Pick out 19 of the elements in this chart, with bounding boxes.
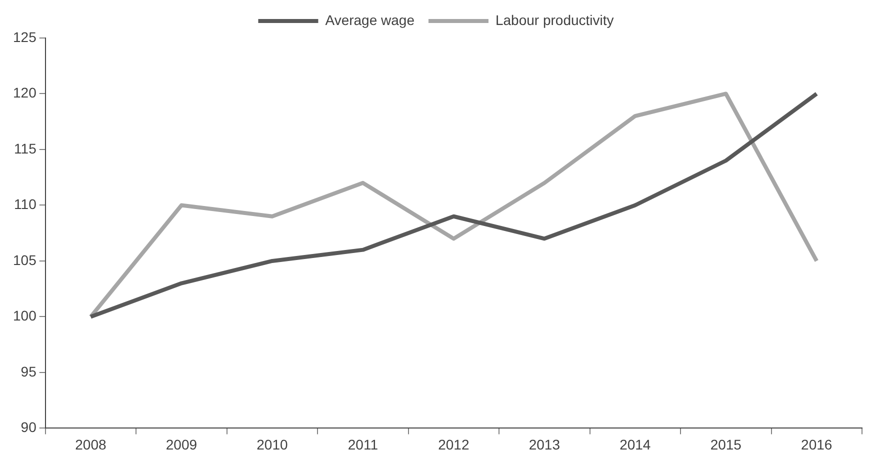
y-tick-label: 90: [20, 419, 37, 436]
y-tick-label: 105: [13, 252, 37, 268]
x-tick-label: 2014: [620, 436, 651, 452]
x-tick-label: 2010: [256, 436, 288, 452]
x-tick-label: 2013: [528, 436, 560, 452]
legend-label: Average wage: [325, 12, 415, 28]
x-tick-label: 2009: [166, 436, 198, 452]
x-tick-label: 2011: [348, 436, 378, 452]
x-tick-label: 2008: [75, 436, 107, 452]
y-tick-label: 120: [13, 84, 37, 101]
x-tick-label: 2016: [801, 436, 832, 452]
y-tick-label: 95: [20, 363, 37, 380]
y-tick-label: 100: [13, 308, 37, 324]
y-tick-label: 110: [14, 196, 37, 212]
y-tick-label: 125: [13, 28, 37, 45]
y-tick-label: 115: [14, 140, 37, 156]
x-tick-label: 2015: [710, 436, 742, 452]
x-tick-label: 2012: [438, 436, 470, 452]
legend-label: Labour productivity: [495, 12, 614, 28]
